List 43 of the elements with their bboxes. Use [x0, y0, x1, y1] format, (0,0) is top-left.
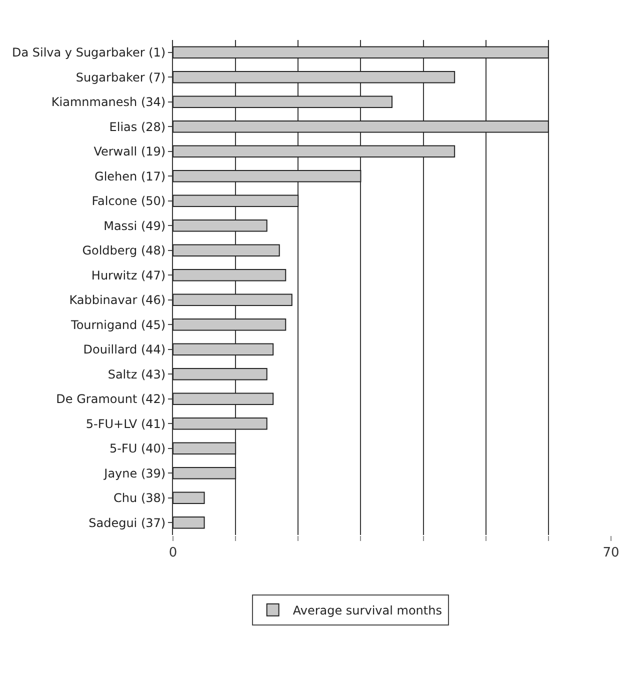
y-tick-label: Goldberg (48): [82, 244, 166, 258]
bar: [173, 343, 274, 356]
y-tick-label: Tournigand (45): [70, 318, 166, 332]
y-tick-label: 5-FU (40): [109, 442, 166, 456]
bar: [173, 170, 362, 182]
bar: [173, 492, 205, 504]
bar: [173, 269, 286, 282]
y-tick-label: Jayne (39): [103, 466, 166, 480]
x-tick-label: 0: [168, 546, 178, 561]
bar: [173, 46, 549, 58]
legend-label: Average survival months: [292, 604, 442, 618]
y-tick-label: Douillard (44): [83, 342, 166, 357]
y-tick-label: Sadegui (37): [88, 516, 166, 530]
y-tick-label: Chu (38): [114, 491, 166, 506]
y-tick-label: Elias (28): [109, 120, 166, 134]
y-tick-label: Sugarbaker (7): [76, 70, 166, 84]
bar: [173, 516, 205, 529]
bar: [173, 318, 286, 331]
bar: [173, 145, 456, 158]
x-tick-label: 70: [602, 546, 620, 561]
bar: [173, 220, 268, 232]
y-tick-label: Kabbinavar (46): [69, 293, 166, 308]
y-tick-label: Kiamnmanesh (34): [51, 95, 166, 110]
y-tick-label: Massi (49): [104, 218, 166, 233]
bar: [173, 120, 549, 133]
bar: [173, 96, 392, 108]
y-tick-label: Glehen (17): [94, 169, 166, 184]
bar: [173, 244, 280, 256]
bar: [173, 467, 236, 480]
bar: [173, 194, 299, 207]
bar: [173, 442, 236, 454]
y-tick-label: De Gramount (42): [56, 392, 166, 406]
bar: [173, 418, 268, 430]
bar: [173, 71, 456, 84]
y-tick-label: Hurwitz (47): [91, 268, 166, 282]
bar: [173, 392, 274, 405]
y-tick-label: 5-FU+LV (41): [86, 416, 166, 431]
y-tick-label: Verwall (19): [94, 144, 166, 159]
y-tick-label: Falcone (50): [92, 194, 166, 208]
bar: [173, 368, 268, 380]
y-tick-label: Saltz (43): [108, 367, 166, 382]
y-tick-label: Da Silva y Sugarbaker (1): [12, 46, 166, 60]
bar: [173, 294, 292, 306]
